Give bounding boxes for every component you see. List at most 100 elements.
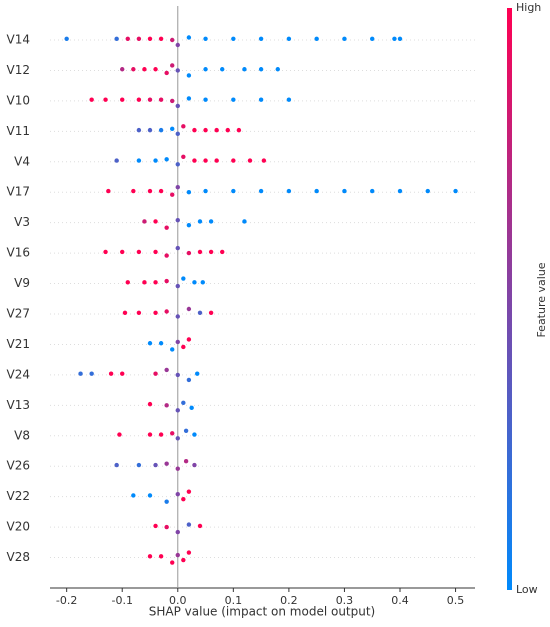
- shap-dot: [231, 158, 236, 163]
- shap-dot: [186, 73, 192, 78]
- shap-dot: [203, 67, 208, 72]
- shap-dot: [225, 127, 230, 133]
- x-tick-label: 0.3: [336, 594, 354, 607]
- shap-dot: [208, 310, 214, 315]
- colorbar-low: Low: [516, 583, 538, 596]
- shap-dot: [120, 67, 125, 72]
- shap-dot: [142, 219, 147, 224]
- shap-dot: [158, 127, 164, 133]
- shap-dot: [175, 162, 180, 167]
- shap-dot: [214, 158, 219, 163]
- shap-dot: [153, 280, 158, 285]
- shap-dot: [164, 403, 169, 408]
- shap-dot: [189, 405, 194, 411]
- shap-dot: [175, 283, 180, 289]
- shap-dot: [192, 432, 197, 437]
- shap-dot: [286, 97, 292, 102]
- shap-dot: [153, 462, 158, 468]
- shap-dot: [203, 97, 208, 102]
- y-tick-label: V9: [14, 276, 30, 290]
- shap-dot: [175, 466, 180, 471]
- x-tick-label: 0.2: [280, 594, 298, 607]
- shap-dot: [120, 249, 125, 255]
- shap-dot: [175, 217, 180, 223]
- colorbar: [507, 8, 512, 590]
- shap-dot: [175, 339, 180, 345]
- shap-dot: [170, 431, 175, 436]
- shap-dot: [103, 249, 108, 255]
- y-tick-label: V3: [14, 215, 30, 229]
- x-axis-label: SHAP value (impact on model output): [149, 605, 376, 619]
- shap-dot: [158, 554, 164, 559]
- shap-dot: [370, 188, 375, 194]
- shap-dot: [147, 127, 153, 133]
- y-tick-label: V10: [7, 93, 30, 107]
- shap-dot: [170, 126, 175, 132]
- shap-dot: [175, 372, 180, 378]
- shap-dot: [203, 158, 208, 163]
- shap-dot: [164, 499, 169, 504]
- shap-dot: [175, 68, 180, 73]
- shap-dot: [147, 188, 153, 194]
- shap-dot: [147, 341, 153, 346]
- shap-dot: [195, 371, 200, 376]
- shap-dot: [314, 188, 319, 194]
- shap-dot: [275, 67, 280, 72]
- shap-dot: [108, 371, 114, 376]
- shap-dot: [197, 249, 203, 255]
- shap-dot: [106, 188, 111, 194]
- y-tick-label: V17: [7, 185, 30, 199]
- shap-dot: [142, 67, 147, 72]
- shap-dot: [181, 557, 186, 563]
- shap-dot: [175, 314, 180, 319]
- shap-dot: [186, 222, 192, 228]
- shap-dot: [203, 36, 208, 41]
- shap-dot: [314, 36, 319, 41]
- shap-dot: [183, 459, 189, 464]
- shap-dot: [220, 249, 225, 255]
- shap-dot: [125, 36, 130, 41]
- shap-dot: [186, 522, 192, 527]
- shap-dot: [192, 462, 197, 468]
- y-tick-label: V26: [7, 459, 30, 473]
- y-tick-label: V14: [7, 33, 30, 47]
- y-tick-label: V21: [7, 337, 30, 351]
- shap-dot: [186, 35, 192, 40]
- x-tick-label: -0.1: [111, 594, 132, 607]
- shap-dot: [131, 67, 136, 72]
- colorbar-label: Feature value: [535, 262, 548, 337]
- shap-dot: [203, 188, 208, 194]
- shap-dot: [181, 496, 186, 502]
- y-tick-label: V13: [7, 398, 30, 412]
- shap-dot: [186, 96, 192, 101]
- shap-dot: [220, 67, 225, 72]
- shap-dot: [164, 70, 169, 76]
- shap-dot: [175, 103, 180, 109]
- shap-dot: [247, 158, 253, 163]
- y-tick-label: V22: [7, 489, 30, 503]
- shap-dot: [158, 341, 164, 346]
- shap-dot: [236, 127, 242, 133]
- shap-dot: [175, 42, 180, 48]
- shap-dot: [197, 219, 203, 224]
- shap-dot: [125, 280, 130, 285]
- shap-dot: [170, 347, 175, 352]
- shap-dot: [153, 310, 158, 315]
- shap-dot: [242, 67, 247, 72]
- shap-dot: [192, 280, 197, 285]
- shap-dot: [78, 371, 83, 376]
- shap-dot: [186, 489, 192, 494]
- shap-dot: [286, 188, 292, 194]
- shap-dot: [370, 36, 375, 41]
- x-tick-label: 0.5: [447, 594, 465, 607]
- shap-dot: [164, 157, 169, 162]
- shap-dot: [158, 432, 164, 437]
- shap-dot: [120, 371, 125, 376]
- shap-dot: [147, 554, 153, 559]
- shap-dot: [158, 36, 164, 41]
- shap-dot: [117, 432, 122, 437]
- y-tick-label: V12: [7, 63, 30, 77]
- y-tick-label: V16: [7, 246, 30, 260]
- shap-dot: [147, 97, 153, 102]
- shap-dot: [170, 98, 175, 104]
